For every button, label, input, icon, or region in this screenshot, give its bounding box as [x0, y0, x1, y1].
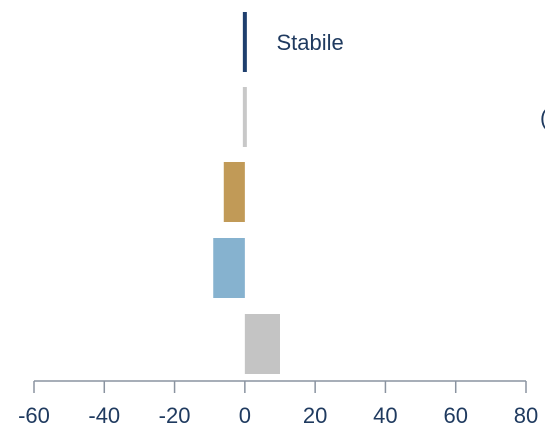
annotation-1: (: [540, 105, 545, 130]
x-tick-label-5: 40: [373, 403, 397, 426]
bars-group: [213, 12, 280, 374]
x-tick-label-1: -40: [88, 403, 120, 426]
x-tick-label-4: 20: [303, 403, 327, 426]
bar-3: [213, 238, 245, 298]
bar-1: [242, 87, 247, 147]
x-tick-label-7: 80: [514, 403, 538, 426]
x-tick-label-3: 0: [239, 403, 251, 426]
x-tick-label-2: -20: [159, 403, 191, 426]
x-tick-label-6: 60: [443, 403, 467, 426]
x-tick-label-0: -60: [18, 403, 50, 426]
bar-4: [244, 314, 280, 374]
x-axis-ticks: -60 -40 -20 0 20 40 60 80: [18, 381, 538, 426]
bar-2: [223, 162, 245, 222]
annotations: Stabile (: [276, 30, 545, 130]
annotation-0: Stabile: [276, 30, 343, 55]
bar-0: [242, 12, 247, 72]
